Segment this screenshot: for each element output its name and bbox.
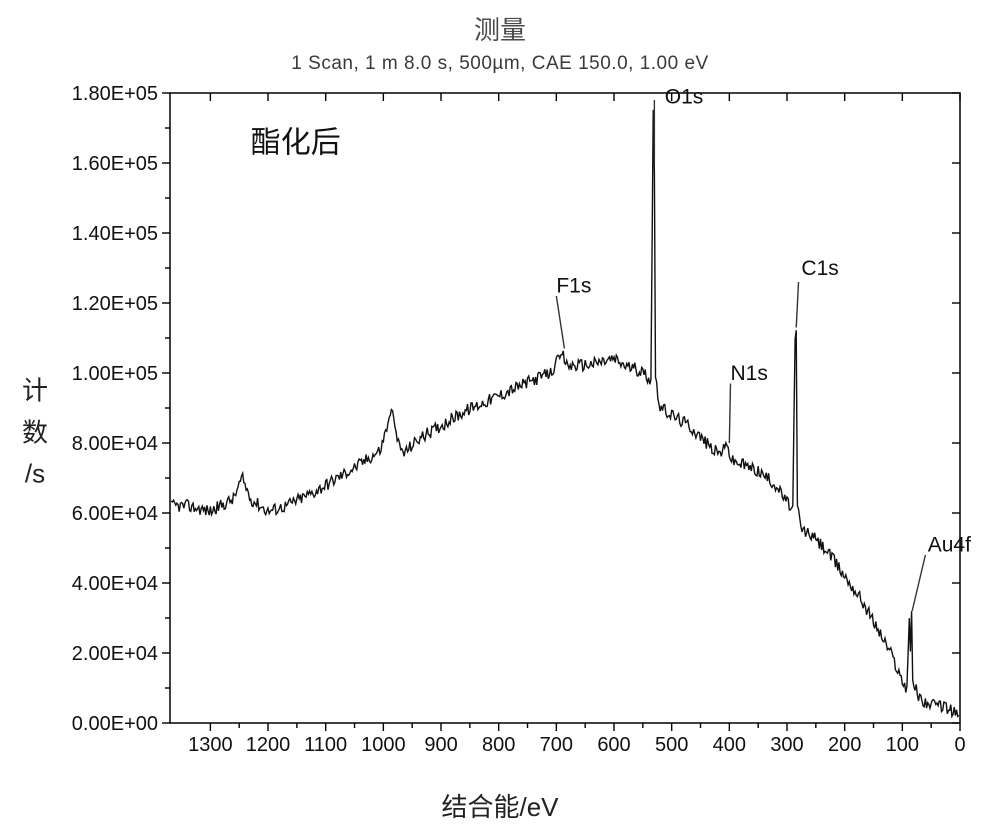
svg-text:6.00E+04: 6.00E+04: [72, 503, 158, 525]
svg-text:200: 200: [828, 734, 861, 756]
svg-text:1.60E+05: 1.60E+05: [72, 153, 158, 175]
svg-text:N1s: N1s: [730, 362, 767, 385]
svg-text:1.00E+05: 1.00E+05: [72, 363, 158, 385]
x-axis-label: 结合能/eV: [20, 787, 980, 824]
svg-text:400: 400: [713, 734, 746, 756]
svg-text:O1s: O1s: [665, 86, 704, 109]
plot-region: 计 数 /s 0.00E+00 2.00E+04 4.00E+04 6.00E+04 8…: [20, 83, 980, 783]
svg-text:0: 0: [954, 734, 965, 756]
svg-text:700: 700: [540, 734, 573, 756]
svg-text:900: 900: [424, 734, 457, 756]
svg-text:1200: 1200: [246, 734, 291, 756]
svg-text:500: 500: [655, 734, 688, 756]
chart-container: 测量 1 Scan, 1 m 8.0 s, 500µm, CAE 150.0, …: [20, 10, 980, 805]
svg-text:1100: 1100: [304, 734, 347, 756]
svg-text:100: 100: [886, 734, 919, 756]
svg-text:F1s: F1s: [556, 275, 591, 298]
svg-text:4.00E+04: 4.00E+04: [72, 573, 158, 595]
svg-text:1.80E+05: 1.80E+05: [72, 83, 158, 105]
svg-text:酯化后: 酯化后: [251, 127, 341, 160]
svg-text:1300: 1300: [188, 734, 233, 756]
svg-text:300: 300: [770, 734, 803, 756]
svg-text:C1s: C1s: [801, 257, 838, 280]
y-axis-label: 计 数 /s: [20, 371, 50, 496]
svg-text:8.00E+04: 8.00E+04: [72, 433, 158, 455]
svg-text:Au4f: Au4f: [928, 534, 971, 557]
svg-text:600: 600: [597, 734, 630, 756]
svg-text:2.00E+04: 2.00E+04: [72, 643, 158, 665]
svg-text:1.20E+05: 1.20E+05: [72, 293, 158, 315]
chart-subtitle: 1 Scan, 1 m 8.0 s, 500µm, CAE 150.0, 1.0…: [20, 53, 980, 75]
svg-text:1000: 1000: [361, 734, 406, 756]
chart-title: 测量: [20, 10, 980, 47]
chart-svg: 0.00E+00 2.00E+04 4.00E+04 6.00E+04 8.00E+04…: [20, 83, 980, 783]
svg-text:0.00E+00: 0.00E+00: [72, 713, 158, 735]
svg-text:800: 800: [482, 734, 515, 756]
svg-text:1.40E+05: 1.40E+05: [72, 223, 158, 245]
